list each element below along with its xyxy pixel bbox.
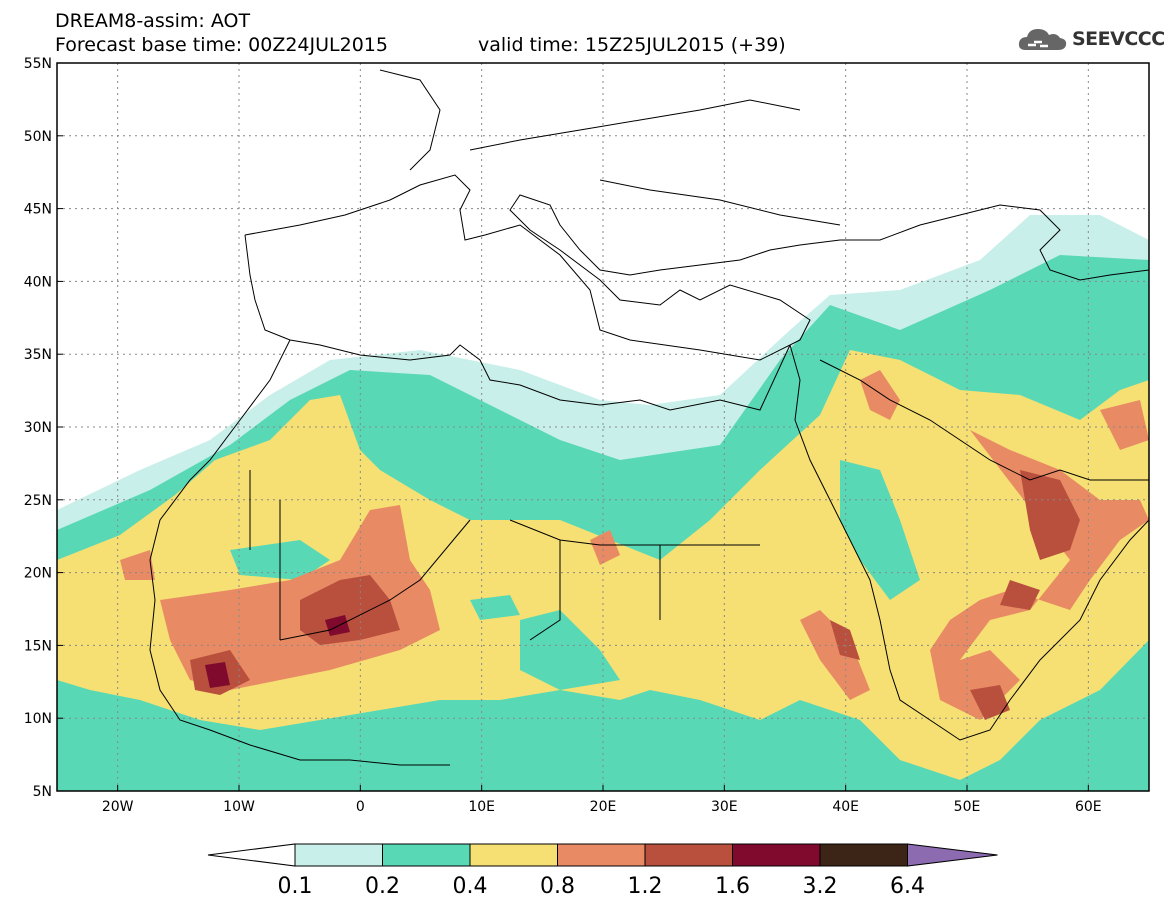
colorbar-min-arrow	[207, 843, 296, 867]
logo: SEEVCCC	[1016, 24, 1165, 54]
lon-label: 30E	[711, 799, 738, 815]
lon-label: 0	[356, 799, 365, 815]
colorbar-swatch	[382, 843, 471, 867]
lat-label: 50N	[24, 129, 52, 145]
colorbar-label: 0.2	[365, 874, 400, 899]
contour-1-2	[190, 470, 1080, 720]
lon-label: 20W	[102, 799, 134, 815]
lon-label: 40E	[832, 799, 859, 815]
graticule	[57, 63, 1149, 791]
lon-label: 20E	[590, 799, 617, 815]
lat-label: 20N	[24, 566, 52, 582]
colorbar-label: 0.1	[278, 874, 313, 899]
lon-label: 60E	[1075, 799, 1102, 815]
lat-label: 15N	[24, 638, 52, 654]
lat-label: 35N	[24, 347, 52, 363]
lon-label: 10W	[223, 799, 255, 815]
colorbar-label: 1.2	[628, 874, 663, 899]
lat-label: 30N	[24, 420, 52, 436]
lat-label: 5N	[33, 784, 52, 800]
longitude-labels: 20W 10W 0 10E 20E 30E 40E 50E 60E	[102, 785, 1102, 815]
contour-0-2-inner	[230, 460, 920, 690]
logo-text: SEEVCCC	[1072, 28, 1165, 50]
colorbar-label: 6.4	[890, 874, 925, 899]
lat-label: 25N	[24, 493, 52, 509]
colorbar-swatch	[732, 843, 821, 867]
colorbar-max-arrow	[907, 843, 998, 867]
contour-0-4	[57, 350, 1149, 780]
colorbar-label: 1.6	[715, 874, 750, 899]
colorbar-swatch	[644, 843, 733, 867]
lon-label: 10E	[468, 799, 495, 815]
lon-label: 50E	[954, 799, 981, 815]
cloud-icon	[1018, 29, 1067, 50]
colorbar-label: 3.2	[803, 874, 838, 899]
lat-label: 55N	[24, 56, 52, 72]
contour-1-6	[205, 615, 350, 688]
colorbar-swatch	[819, 843, 908, 867]
colorbar-label: 0.4	[453, 874, 488, 899]
coastlines	[149, 69, 1150, 766]
colorbar-swatch	[557, 843, 646, 867]
colorbar-swatch	[294, 843, 383, 867]
colorbar: 0.1 0.2 0.4 0.8 1.2 1.6 3.2 6.4	[207, 843, 998, 899]
forecast-base-time: Forecast base time: 00Z24JUL2015	[55, 34, 388, 56]
lat-label: 10N	[24, 711, 52, 727]
lat-label: 40N	[24, 274, 52, 290]
lat-label: 45N	[24, 202, 52, 218]
valid-time: valid time: 15Z25JUL2015 (+39)	[478, 34, 786, 56]
colorbar-label: 0.8	[540, 874, 575, 899]
colorbar-swatch	[469, 843, 558, 867]
map-title: DREAM8-assim: AOT	[55, 10, 251, 32]
latitude-labels: 55N 50N 45N 40N 35N 30N 25N 20N 15N 10N 5N	[24, 56, 63, 800]
